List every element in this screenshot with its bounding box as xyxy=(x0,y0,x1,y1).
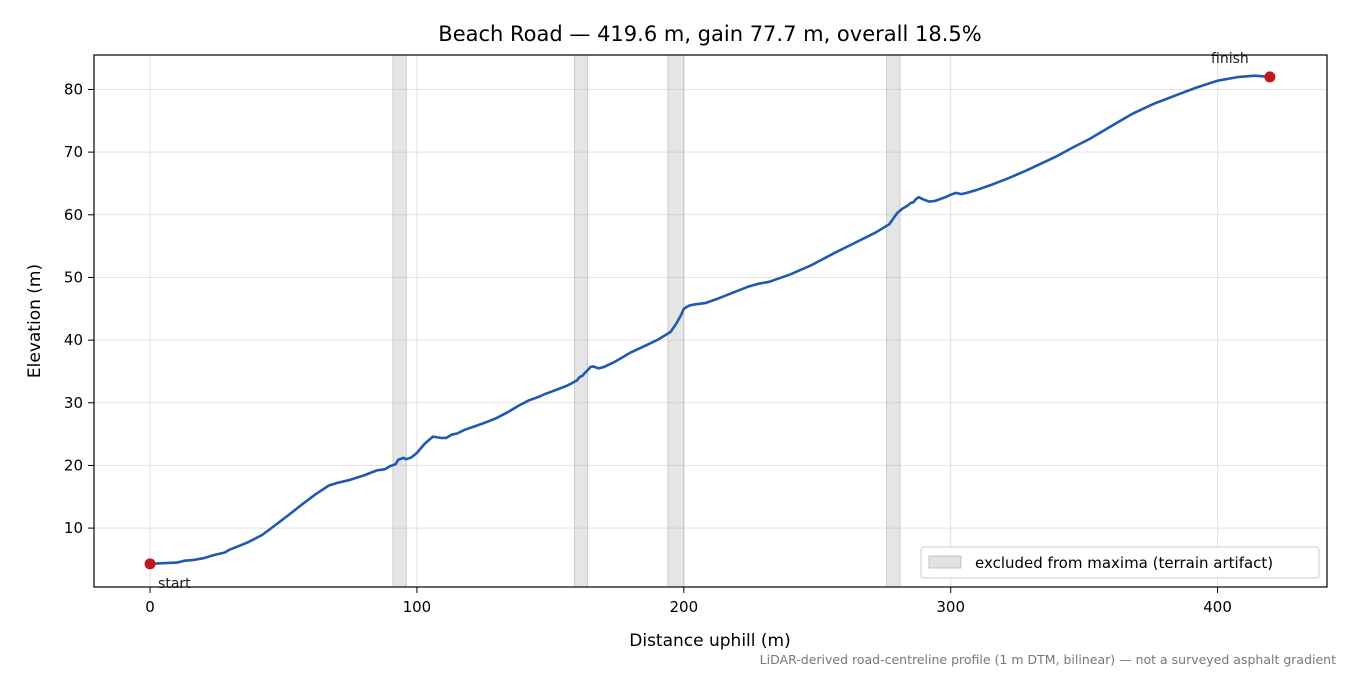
elevation-line xyxy=(148,74,1272,566)
x-tick-label: 200 xyxy=(669,598,698,616)
x-axis-ticks: 0 100 200 300 400 xyxy=(145,587,1232,616)
series-group xyxy=(148,74,1272,566)
start-annotation: start xyxy=(158,576,191,592)
x-tick-label: 100 xyxy=(403,598,432,616)
finish-marker xyxy=(1264,71,1276,83)
x-tick-label: 300 xyxy=(936,598,965,616)
gridlines xyxy=(94,55,1327,587)
y-tick-label: 10 xyxy=(64,519,83,537)
x-tick-label: 400 xyxy=(1203,598,1232,616)
y-tick-label: 20 xyxy=(64,456,83,474)
legend: excluded from maxima (terrain artifact) xyxy=(920,546,1320,579)
excluded-band-3 xyxy=(667,54,685,588)
x-axis-label: Distance uphill (m) xyxy=(629,631,790,651)
legend-box xyxy=(920,546,1320,579)
legend-label: excluded from maxima (terrain artifact) xyxy=(975,554,1273,572)
chart-title: Beach Road — 419.6 m, gain 77.7 m, overa… xyxy=(438,22,981,46)
excluded-band-4 xyxy=(886,54,901,588)
excluded-bands xyxy=(392,54,901,588)
footnote: LiDAR-derived road-centreline profile (1… xyxy=(760,652,1336,667)
legend-swatch xyxy=(928,555,962,569)
y-axis-label: Elevation (m) xyxy=(25,264,45,378)
excluded-band-1 xyxy=(392,54,407,588)
y-tick-label: 50 xyxy=(64,268,83,286)
excluded-band-2 xyxy=(573,54,589,588)
y-tick-label: 30 xyxy=(64,394,83,412)
y-tick-label: 70 xyxy=(64,143,83,161)
y-tick-label: 80 xyxy=(64,80,83,98)
y-axis-ticks: 10 20 30 40 50 60 70 80 xyxy=(64,80,94,537)
markers-group: start finish xyxy=(144,51,1276,592)
finish-annotation: finish xyxy=(1211,51,1249,67)
y-tick-label: 40 xyxy=(64,331,83,349)
plot-frame xyxy=(93,54,1328,588)
x-tick-label: 0 xyxy=(145,598,155,616)
start-marker xyxy=(144,558,156,570)
y-tick-label: 60 xyxy=(64,206,83,224)
